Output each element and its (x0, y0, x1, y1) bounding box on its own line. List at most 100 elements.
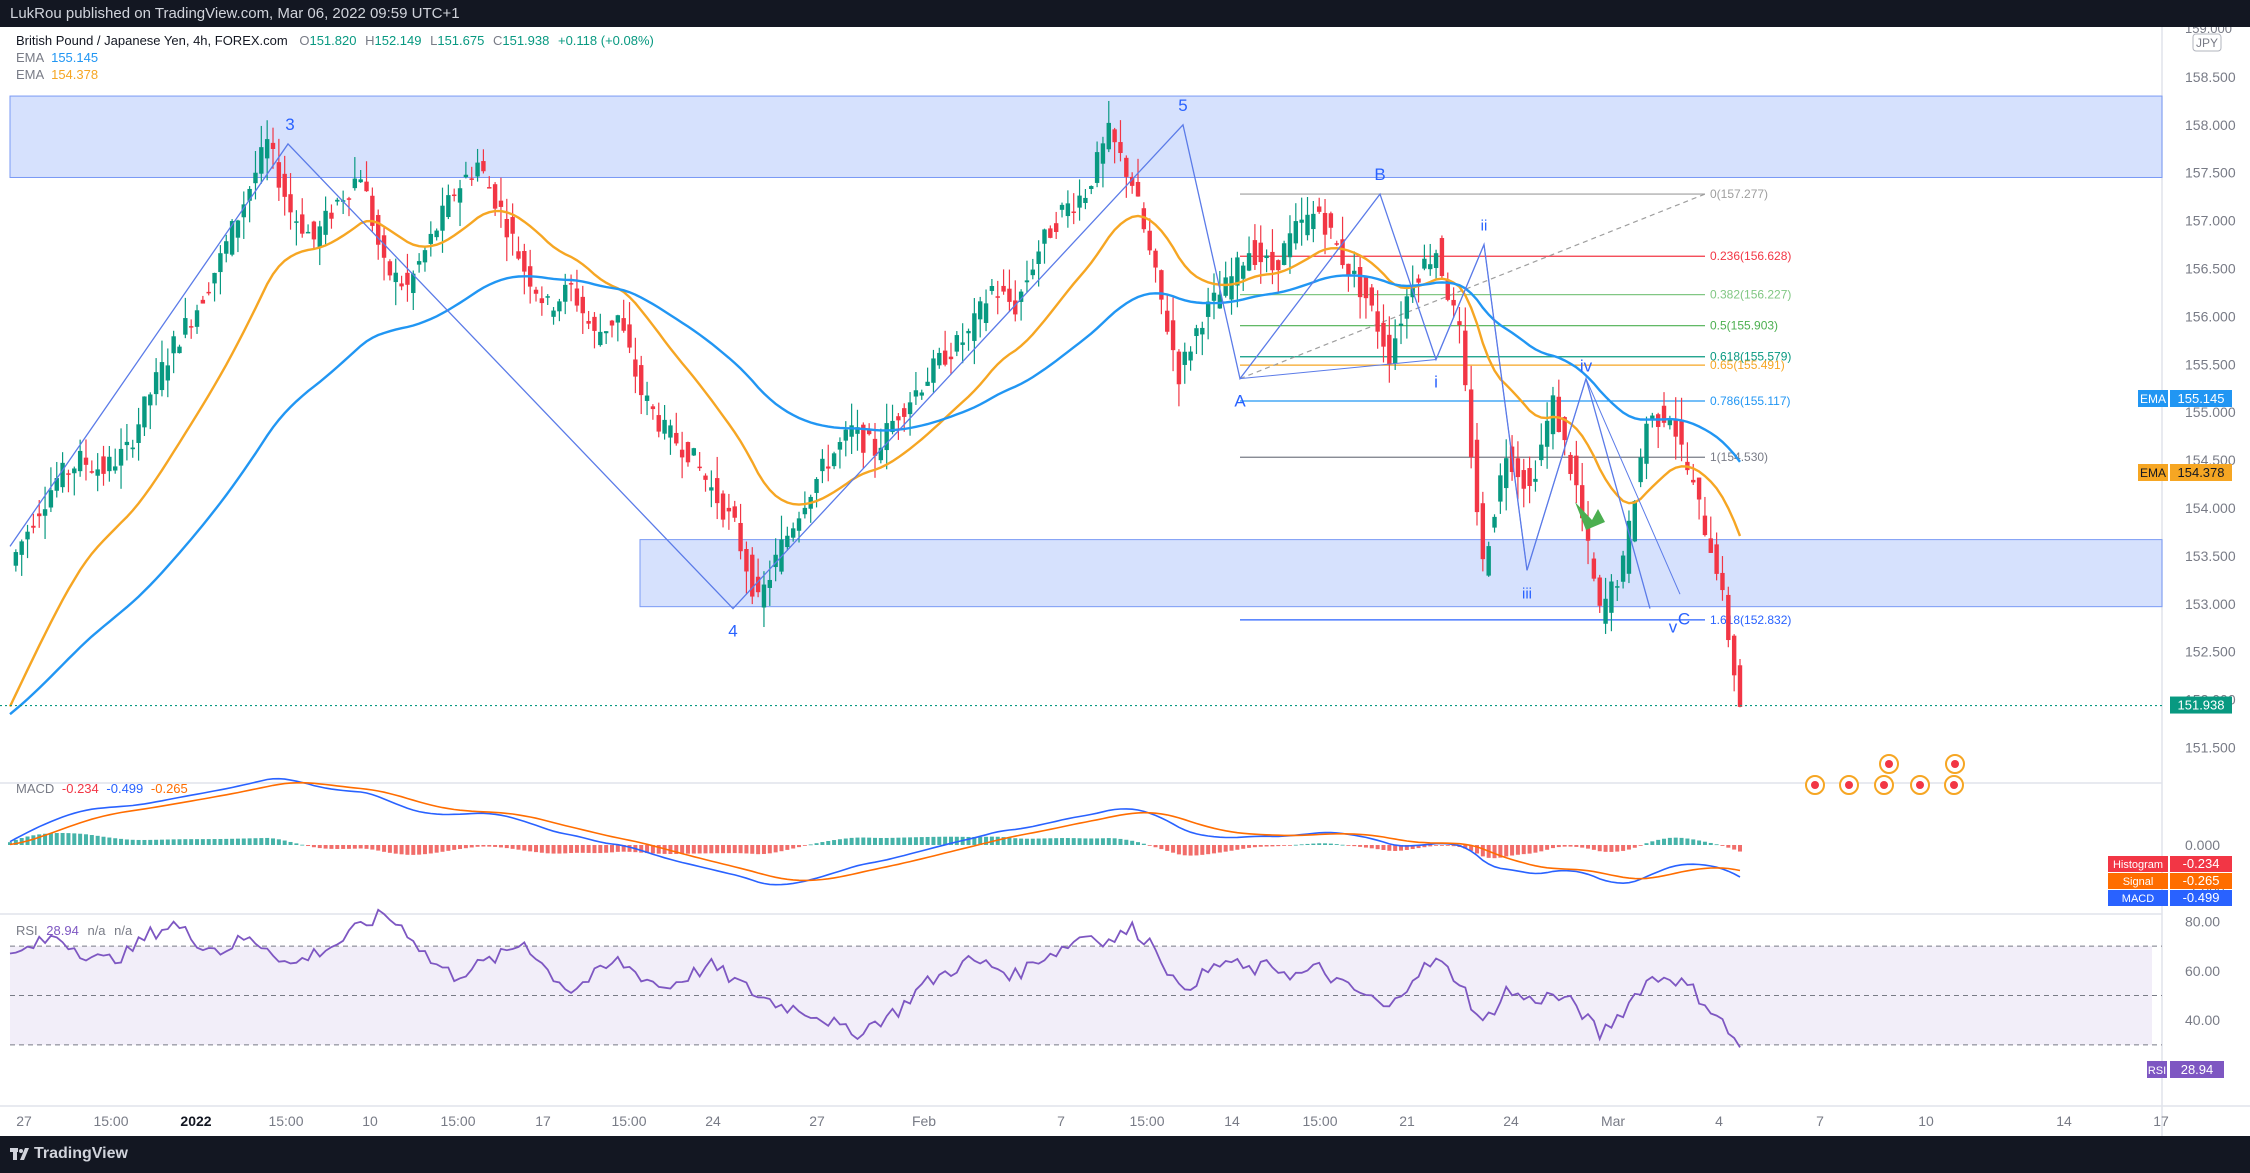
candle (1135, 158, 1141, 197)
candle (925, 367, 930, 386)
elliott-wave-lines[interactable] (9, 123, 1681, 610)
candle (329, 204, 334, 229)
candle (364, 161, 369, 192)
macd-histogram-bar (750, 845, 755, 854)
candle (153, 358, 159, 406)
candle (662, 404, 667, 440)
svg-text:-0.499: -0.499 (2183, 890, 2220, 905)
candle (1305, 196, 1310, 241)
macd-histogram-bar (493, 845, 498, 847)
macd-histogram-bar (691, 845, 696, 854)
candle (1521, 458, 1526, 508)
candle (1229, 257, 1234, 315)
macd-histogram-bar (422, 845, 427, 855)
macd-histogram-bar (1293, 844, 1298, 846)
candle (148, 392, 153, 430)
rsi-legend: RSI 28.94 n/a n/a (16, 923, 133, 938)
svg-text:-0.265: -0.265 (2183, 873, 2220, 888)
event-flag-icon[interactable] (1805, 775, 1825, 795)
candle (750, 547, 755, 605)
candle (1615, 579, 1620, 601)
candle (101, 445, 106, 486)
time-tick: 14 (2056, 1113, 2072, 1129)
macd-histogram-bar (650, 845, 655, 854)
price-zone-1[interactable] (9, 95, 2163, 178)
macd-histogram-bar (1638, 845, 1643, 846)
macd-histogram-bar (861, 837, 866, 845)
price-axis[interactable]: 158.500 158.000 157.500 157.000 156.500 156.0… (2185, 69, 2236, 756)
macd-histogram-bar (621, 845, 626, 852)
economic-event-markers[interactable] (1805, 754, 1965, 795)
candle (66, 469, 71, 493)
macd-histogram-bar (639, 845, 644, 853)
macd-histogram-bar (574, 845, 579, 853)
macd-histogram-bar (463, 845, 468, 849)
candle (1030, 258, 1036, 280)
wave-label-5: 5 (1178, 96, 1187, 115)
macd-histogram-bar (142, 839, 147, 845)
published-bar: LukRou published on TradingView.com, Mar… (0, 0, 2250, 27)
macd-histogram-bar (580, 845, 585, 853)
fibonacci-retracement[interactable]: 0(157.277) 0.236(156.628) 0.382(156.227) 0.… (1239, 187, 1791, 627)
svg-text:154.378: 154.378 (2178, 465, 2225, 480)
macd-histogram-bar (195, 839, 200, 845)
macd-histogram-bar (130, 839, 135, 845)
macd-histogram-bar (1352, 845, 1357, 847)
candle (545, 294, 550, 306)
chart-frame[interactable]: 0(157.277) 0.236(156.628) 0.382(156.227) 0.… (0, 27, 2250, 1136)
candle (1001, 269, 1006, 295)
event-flag-icon[interactable] (1879, 754, 1899, 774)
candle (118, 428, 124, 489)
macd-histogram-bar (592, 845, 597, 854)
event-flag-icon[interactable] (1945, 754, 1965, 774)
macd-histogram-bar (1095, 838, 1100, 845)
time-tick: 15:00 (93, 1113, 128, 1129)
event-flag-icon[interactable] (1839, 775, 1859, 795)
event-flag-icon[interactable] (1944, 775, 1964, 795)
price-zone-2[interactable] (639, 539, 2163, 608)
event-flag-icon[interactable] (1874, 775, 1894, 795)
macd-histogram-bar (498, 845, 503, 848)
macd-histogram-bar (1439, 845, 1444, 846)
candle (1679, 397, 1684, 462)
candle (954, 331, 960, 357)
svg-text:MACD -0.234 -0.499: MACD -0.234 -0.499 -0.265 (16, 781, 188, 796)
macd-histogram-bar (937, 836, 942, 845)
ema-fast-legend-value: 155.145 (51, 50, 98, 65)
candle (434, 228, 439, 241)
candle (1550, 386, 1556, 450)
sub-wave-path[interactable] (1239, 242, 1681, 595)
main-legend[interactable]: British Pound / Japanese Yen, 4h, FOREX.… (16, 33, 654, 82)
macd-histogram-bar (1667, 837, 1672, 845)
event-flag-icon[interactable] (1910, 775, 1930, 795)
macd-pane[interactable]: 0.000-1.000 (8, 777, 2225, 899)
macd-histogram-bar (1071, 838, 1076, 845)
candle (218, 245, 223, 295)
macd-histogram-bar (1673, 837, 1678, 845)
macd-histogram-bar (341, 845, 346, 849)
macd-badges: Histogram -0.234 Signal -0.265 MACD -0.499 (2108, 856, 2232, 906)
candle (451, 188, 457, 202)
candle (1363, 275, 1369, 319)
macd-histogram-bar (1258, 845, 1263, 847)
candle (1211, 273, 1217, 320)
macd-histogram-bar (72, 833, 77, 845)
macd-histogram-bar (1299, 844, 1304, 846)
candle (1311, 200, 1316, 243)
macd-histogram-bar (43, 833, 48, 845)
candle (416, 253, 422, 273)
macd-histogram-bar (721, 845, 726, 854)
macd-histogram-bar (1206, 845, 1211, 855)
macd-histogram-bar (1404, 845, 1409, 850)
candle (1112, 127, 1117, 164)
candle (1556, 379, 1562, 433)
candle (481, 149, 486, 174)
candle (674, 412, 679, 446)
candle (95, 453, 100, 492)
macd-histogram-bar (826, 840, 831, 845)
time-axis[interactable]: 27 15:00 2022 15:00 10 15:00 17 15:00 24 27 Feb 7 15… (16, 1113, 2169, 1129)
macd-histogram-bar (1247, 845, 1252, 848)
macd-histogram-bar (539, 845, 544, 853)
candle (282, 155, 287, 216)
